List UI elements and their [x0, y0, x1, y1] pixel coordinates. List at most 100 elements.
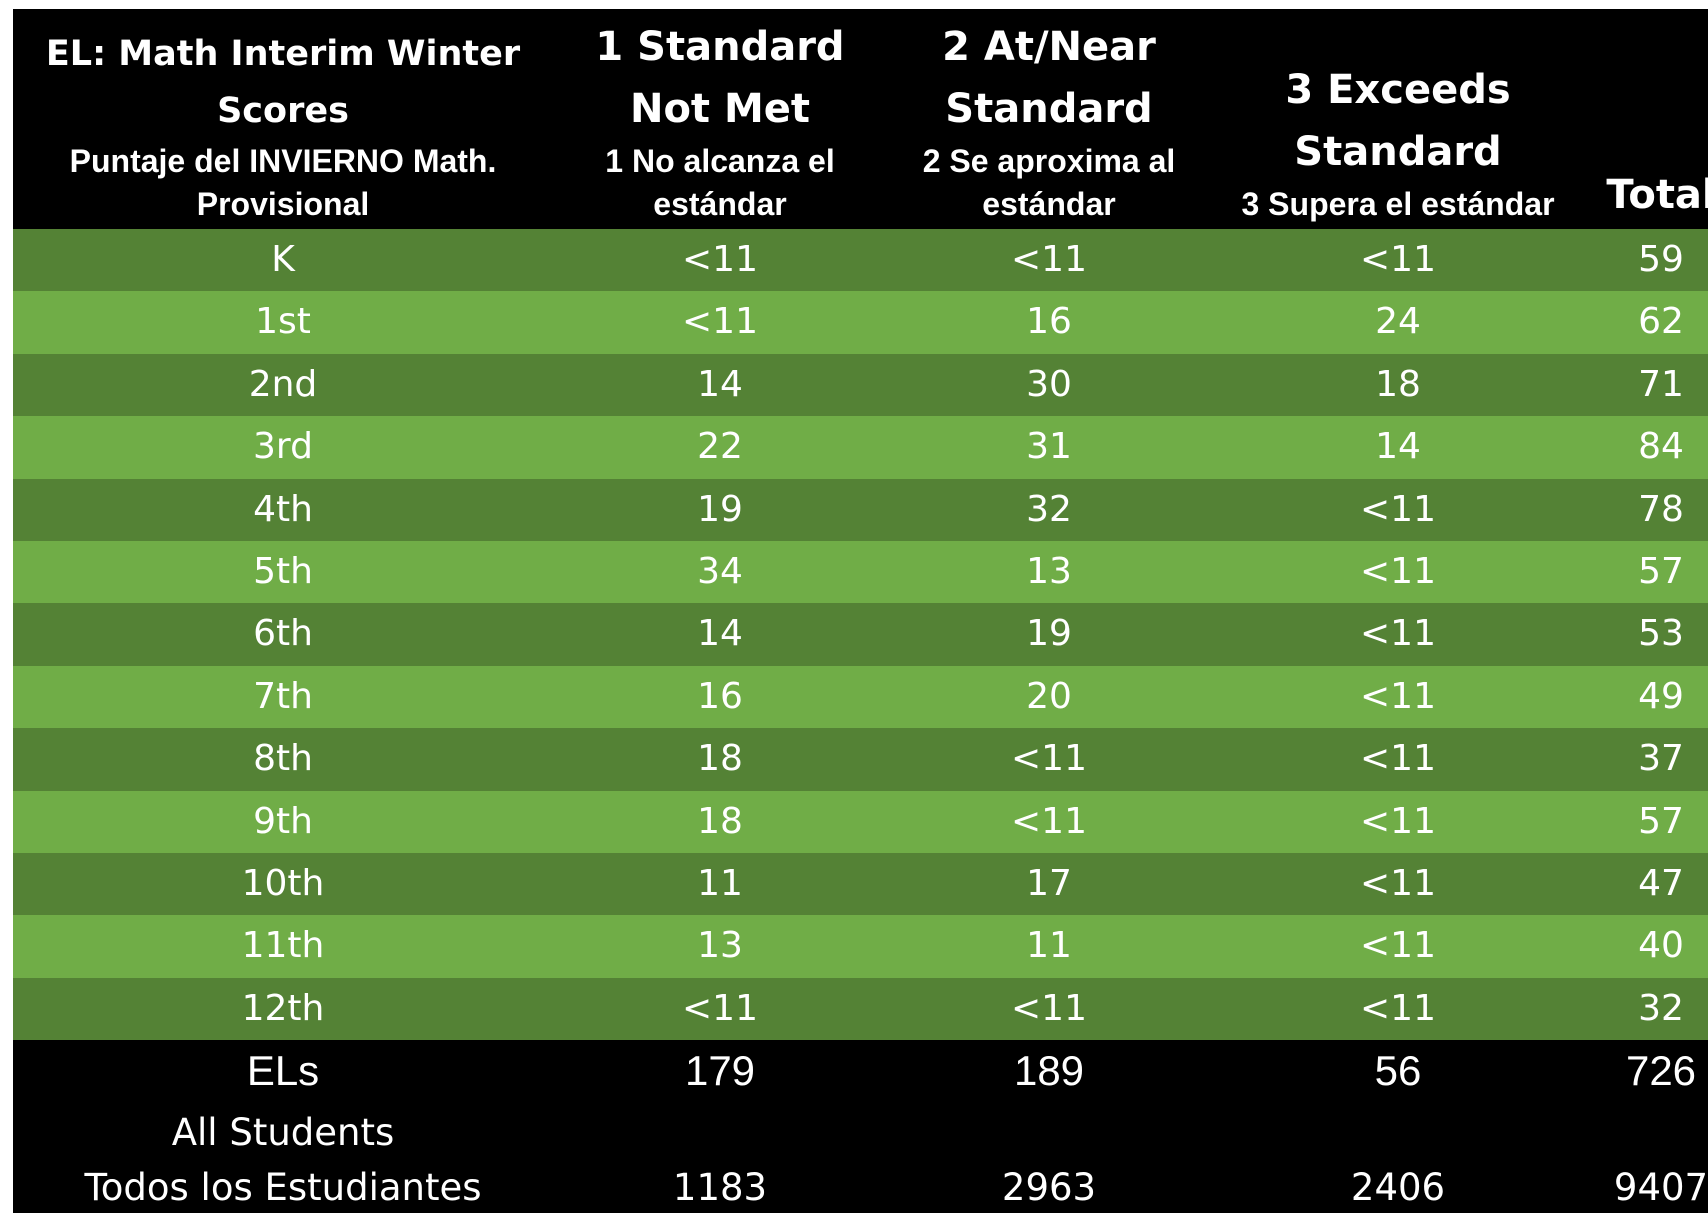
value-cell: 32	[1638, 987, 1684, 1029]
all-students-value: 1183	[672, 1166, 768, 1210]
els-value: 56	[1374, 1047, 1422, 1095]
table-row: 10th 11 17 <11 47	[13, 853, 1708, 916]
header-subtitle: Puntaje del INVIERNO Math. Provisional	[69, 143, 497, 222]
header-cell: 2 At/Near Standard 2 Se aproxima al están…	[889, 9, 1209, 226]
value-cell: 62	[1638, 301, 1684, 343]
table-row: 8th 18 <11 <11 37	[13, 728, 1708, 791]
value-cell: 34	[697, 551, 743, 592]
value-cell: <11	[1011, 738, 1087, 780]
value-cell: <11	[1360, 800, 1436, 842]
table-row: 5th 34 13 <11 57	[13, 541, 1708, 604]
value-cell: 17	[1026, 863, 1072, 904]
grade-cell: 6th	[253, 613, 313, 655]
value-cell: 16	[1026, 301, 1072, 343]
value-cell: <11	[1011, 987, 1087, 1029]
value-cell: 14	[697, 363, 743, 405]
header-title: 2 At/Near Standard	[942, 24, 1156, 132]
header-title: 3 Exceeds Standard	[1285, 67, 1511, 175]
grade-cell: 5th	[253, 551, 313, 592]
grade-cell: 8th	[253, 738, 313, 780]
value-cell: <11	[1360, 675, 1436, 717]
value-cell: 20	[1026, 675, 1072, 717]
value-cell: 59	[1638, 239, 1684, 280]
value-cell: 18	[1375, 363, 1421, 405]
value-cell: 49	[1638, 675, 1684, 717]
value-cell: 84	[1638, 426, 1684, 468]
value-cell: 71	[1638, 363, 1684, 405]
grade-cell: 1st	[255, 301, 311, 343]
table-row: 9th 18 <11 <11 57	[13, 790, 1708, 853]
all-students-value: 2406	[1350, 1166, 1446, 1210]
header-subtitle: 1 No alcanza el estándar	[605, 143, 835, 222]
value-cell: 19	[697, 488, 743, 530]
value-cell: 40	[1638, 925, 1684, 967]
grade-cell: 9th	[253, 800, 313, 842]
all-students-value: 2963	[1001, 1166, 1097, 1210]
value-cell: <11	[682, 301, 758, 343]
value-cell: 24	[1375, 301, 1421, 343]
table-row: 12th <11 <11 <11 32	[13, 977, 1708, 1041]
value-cell: 14	[1375, 426, 1421, 468]
value-cell: 37	[1638, 738, 1684, 780]
value-cell: <11	[1360, 863, 1436, 904]
header-cell: EL: Math Interim Winter Scores Puntaje de…	[28, 9, 538, 226]
table-row: 2nd 14 30 18 71	[13, 353, 1708, 417]
value-cell: <11	[1360, 925, 1436, 967]
table-row: 3rd 22 31 14 84	[13, 416, 1708, 479]
value-cell: 30	[1026, 363, 1072, 405]
grade-cell: 3rd	[253, 426, 313, 468]
table-row: K <11 <11 <11 59	[13, 229, 1708, 292]
header-cell: 3 Exceeds Standard 3 Supera el estándar	[1238, 9, 1558, 226]
value-cell: <11	[1360, 551, 1436, 592]
value-cell: <11	[1360, 488, 1436, 530]
value-cell: <11	[682, 987, 758, 1029]
value-cell: 11	[1026, 925, 1072, 967]
value-cell: <11	[1011, 800, 1087, 842]
header-title: 1 Standard Not Met	[595, 24, 845, 132]
table-row: 11th 13 11 <11 40	[13, 915, 1708, 978]
value-cell: <11	[1360, 613, 1436, 655]
header-cell: Total	[1601, 9, 1708, 226]
value-cell: 11	[697, 863, 743, 904]
table-row: 1st <11 16 24 62	[13, 291, 1708, 354]
value-cell: 53	[1638, 613, 1684, 655]
value-cell: 13	[697, 925, 743, 967]
all-students-label: All Students	[171, 1111, 395, 1155]
header-title: EL: Math Interim Winter Scores	[45, 34, 521, 131]
value-cell: 14	[697, 613, 743, 655]
header-subtitle: 2 Se aproxima al estándar	[922, 143, 1176, 222]
header-subtitle: 3 Supera el estándar	[1241, 186, 1555, 222]
value-cell: 47	[1638, 863, 1684, 904]
grade-cell: 10th	[241, 863, 325, 904]
value-cell: <11	[1360, 987, 1436, 1029]
grade-cell: 11th	[241, 925, 325, 967]
grade-cell: K	[271, 239, 295, 280]
value-cell: 18	[697, 738, 743, 780]
value-cell: 57	[1638, 551, 1684, 592]
value-cell: 16	[697, 675, 743, 717]
all-students-label: Todos los Estudiantes	[84, 1166, 482, 1210]
header-cell: 1 Standard Not Met 1 No alcanza el estánd…	[570, 9, 870, 226]
value-cell: 32	[1026, 488, 1072, 530]
value-cell: 22	[697, 426, 743, 468]
value-cell: 18	[697, 800, 743, 842]
value-cell: 13	[1026, 551, 1072, 592]
els-value: 189	[1013, 1047, 1085, 1095]
grade-cell: 7th	[253, 675, 313, 717]
value-cell: 31	[1026, 426, 1072, 468]
value-cell: <11	[1360, 738, 1436, 780]
value-cell: <11	[1360, 239, 1436, 280]
value-cell: <11	[682, 239, 758, 280]
grade-cell: 4th	[253, 488, 313, 530]
els-label: ELs	[246, 1047, 320, 1095]
header-title: Total	[1606, 172, 1708, 218]
table-row: 4th 19 32 <11 78	[13, 478, 1708, 541]
grade-cell: 12th	[241, 987, 325, 1029]
table-row: 7th 16 20 <11 49	[13, 665, 1708, 729]
grade-cell: 2nd	[248, 363, 318, 405]
value-cell: 19	[1026, 613, 1072, 655]
els-value: 726	[1625, 1047, 1697, 1095]
els-value: 179	[684, 1047, 756, 1095]
all-students-value: 9407	[1613, 1166, 1708, 1210]
